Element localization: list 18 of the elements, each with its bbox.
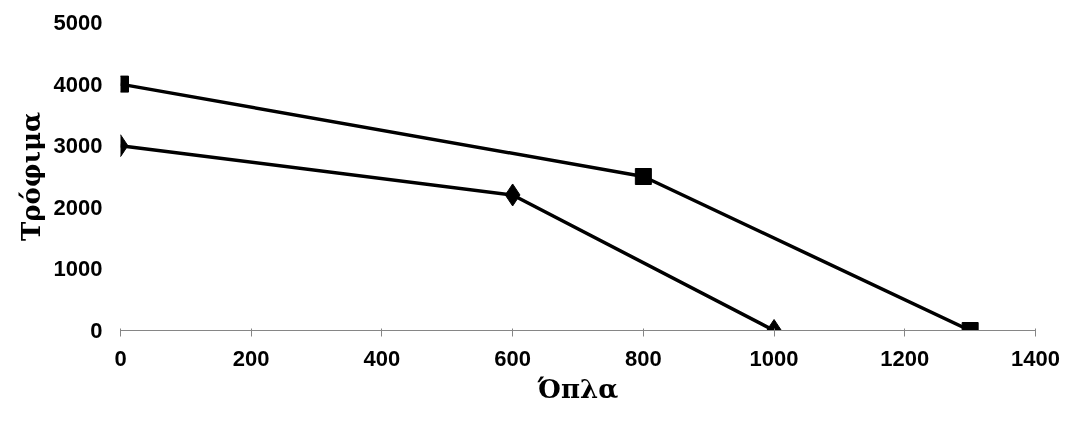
y-tick-label: 0	[90, 318, 103, 343]
x-tick-label: 200	[232, 345, 270, 371]
x-tick-label: 1400	[1011, 345, 1060, 371]
point	[634, 168, 652, 185]
x-tick-label: 0	[114, 345, 127, 371]
y-axis-title: Τρόφιμα	[15, 111, 46, 242]
x-tick-label: 1000	[749, 345, 799, 371]
y-tick-label: 2000	[53, 194, 103, 220]
y-tick-label: 4000	[53, 71, 103, 97]
x-tick-label: 600	[494, 345, 532, 371]
x-tick-label: 1200	[880, 345, 930, 371]
x-tick-label: 800	[625, 345, 662, 371]
y-tick-label: 3000	[53, 133, 103, 159]
point	[504, 183, 521, 207]
x-axis-title: Όπλα	[536, 373, 619, 404]
x-tick-label: 400	[363, 345, 401, 371]
y-tick-label: 1000	[53, 256, 103, 282]
y-tick-label: 5000	[53, 10, 103, 35]
